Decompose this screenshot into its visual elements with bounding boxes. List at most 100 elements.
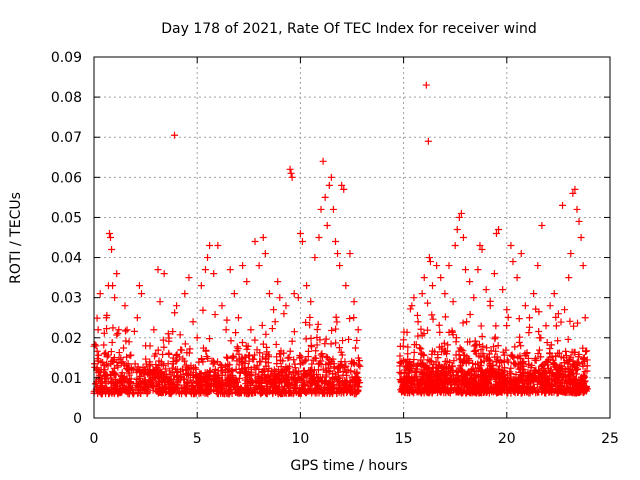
data-point xyxy=(496,357,504,365)
data-point xyxy=(312,347,320,355)
data-point xyxy=(444,341,452,349)
data-point xyxy=(436,328,444,336)
data-point xyxy=(258,321,266,329)
data-point xyxy=(494,342,502,350)
data-point xyxy=(100,361,108,369)
data-point xyxy=(273,353,281,361)
data-point xyxy=(534,350,542,358)
data-point xyxy=(290,328,298,336)
data-point xyxy=(308,343,316,351)
data-point xyxy=(210,359,218,367)
data-point xyxy=(457,369,465,377)
data-point xyxy=(539,361,547,369)
data-point xyxy=(286,165,294,173)
data-point xyxy=(509,258,517,266)
data-point xyxy=(482,286,490,294)
data-point xyxy=(227,385,235,393)
data-point xyxy=(269,377,277,385)
data-point xyxy=(420,330,428,338)
data-point xyxy=(552,322,560,330)
data-point xyxy=(353,378,361,386)
data-point xyxy=(316,336,324,344)
data-point xyxy=(114,329,122,337)
data-point xyxy=(142,355,150,363)
x-tick-label: 10 xyxy=(291,431,309,447)
data-point xyxy=(443,350,451,358)
data-point xyxy=(570,322,578,330)
data-point xyxy=(234,378,242,386)
data-point xyxy=(167,375,175,383)
data-point xyxy=(573,365,581,373)
data-point xyxy=(518,382,526,390)
data-point xyxy=(271,384,279,392)
data-point xyxy=(118,373,126,381)
data-point xyxy=(318,350,326,358)
data-point xyxy=(396,362,404,370)
data-point xyxy=(105,229,113,237)
data-point xyxy=(478,246,486,254)
data-point xyxy=(352,344,360,352)
y-tick-label: 0.03 xyxy=(51,291,82,307)
data-point xyxy=(205,374,213,382)
data-point xyxy=(442,378,450,386)
data-point xyxy=(428,282,436,290)
data-point xyxy=(275,386,283,394)
data-point xyxy=(232,329,240,337)
data-point xyxy=(566,378,574,386)
data-point xyxy=(422,371,430,379)
data-point xyxy=(282,302,290,310)
data-point xyxy=(438,367,446,375)
data-point xyxy=(239,359,247,367)
data-point xyxy=(403,362,411,370)
data-point xyxy=(313,325,321,333)
data-point xyxy=(427,382,435,390)
data-point xyxy=(134,389,142,397)
data-point xyxy=(513,274,521,282)
data-point xyxy=(113,270,121,278)
data-point xyxy=(443,386,451,394)
data-point xyxy=(317,357,325,365)
data-point xyxy=(543,361,551,369)
data-point xyxy=(130,327,138,335)
data-point xyxy=(192,372,200,380)
data-point xyxy=(446,358,454,366)
data-point xyxy=(497,388,505,396)
y-axis-label: ROTI / TECUs xyxy=(8,192,24,284)
x-tick-label: 0 xyxy=(90,431,99,447)
data-point xyxy=(567,353,575,361)
data-point xyxy=(521,368,529,376)
data-point xyxy=(123,353,131,361)
data-point xyxy=(504,313,512,321)
data-point xyxy=(410,294,418,302)
data-point xyxy=(523,349,531,357)
data-point xyxy=(237,389,245,397)
data-point xyxy=(214,358,222,366)
data-point xyxy=(161,389,169,397)
data-point xyxy=(413,311,421,319)
data-point xyxy=(464,381,472,389)
data-point xyxy=(145,366,153,374)
data-point xyxy=(515,378,523,386)
data-point xyxy=(251,351,259,359)
data-point xyxy=(182,361,190,369)
data-point xyxy=(488,365,496,373)
data-point xyxy=(115,349,123,357)
data-point xyxy=(550,290,558,298)
data-point xyxy=(160,270,168,278)
data-point xyxy=(562,388,570,396)
data-point xyxy=(577,234,585,241)
data-point xyxy=(251,336,259,344)
data-point xyxy=(535,327,543,335)
data-point xyxy=(284,354,292,362)
data-point xyxy=(311,354,319,362)
data-point xyxy=(423,388,431,396)
data-point xyxy=(222,326,230,334)
data-point xyxy=(449,331,457,339)
data-point xyxy=(115,377,123,385)
data-point xyxy=(121,327,129,335)
data-point xyxy=(275,370,283,378)
data-point xyxy=(449,371,457,379)
plot-frame xyxy=(93,56,611,419)
data-point xyxy=(344,366,352,374)
data-point xyxy=(163,377,171,385)
